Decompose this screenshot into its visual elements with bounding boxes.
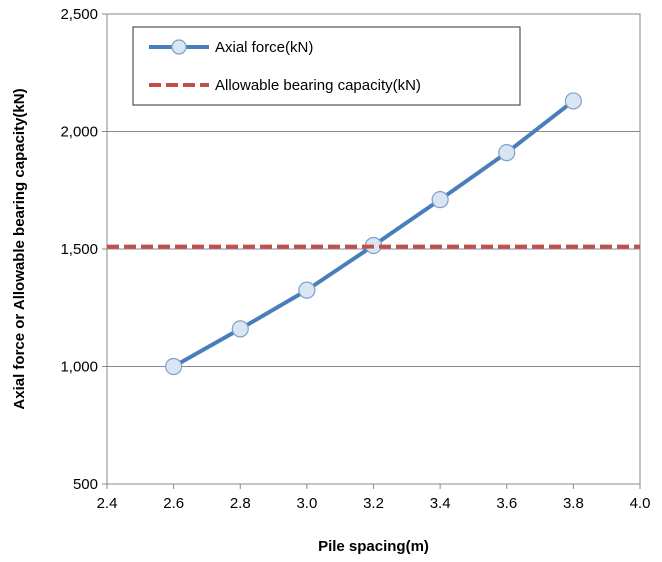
x-axis-label: Pile spacing(m) [318,538,429,555]
x-tick-label: 3.0 [296,495,317,512]
y-tick-label: 1,000 [60,359,98,376]
y-axis-label: Axial force or Allowable bearing capacit… [11,88,28,409]
y-tick-label: 500 [73,476,98,493]
data-point [564,92,582,110]
data-point [165,357,183,376]
x-axis-ticks: 2.4 2.6 2.8 3.0 3.2 3.4 3.6 3.8 4.0 [97,484,651,512]
data-point [498,144,516,162]
y-tick-label: 2,500 [60,6,98,23]
y-tick-label: 2,000 [60,124,98,141]
y-tick-label: 1,500 [60,241,98,258]
legend-label: Axial force(kN) [215,39,313,56]
x-tick-label: 2.8 [230,495,251,512]
x-tick-label: 2.4 [97,495,118,512]
data-point [231,320,249,338]
x-tick-label: 2.6 [163,495,184,512]
y-axis-ticks: 500 1,000 1,500 2,000 2,500 [60,6,107,493]
x-tick-label: 3.2 [363,495,384,512]
legend-marker [171,39,187,55]
legend: Axial force(kN) Allowable bearing capacit… [132,26,521,106]
data-point [431,191,449,209]
x-tick-label: 3.4 [430,495,451,512]
x-tick-label: 3.6 [496,495,517,512]
x-tick-label: 4.0 [630,495,651,512]
series-layer [107,92,640,376]
legend-label: Allowable bearing capacity(kN) [215,77,421,94]
legend-box [132,26,521,106]
x-tick-label: 3.8 [563,495,584,512]
data-point [298,281,316,299]
